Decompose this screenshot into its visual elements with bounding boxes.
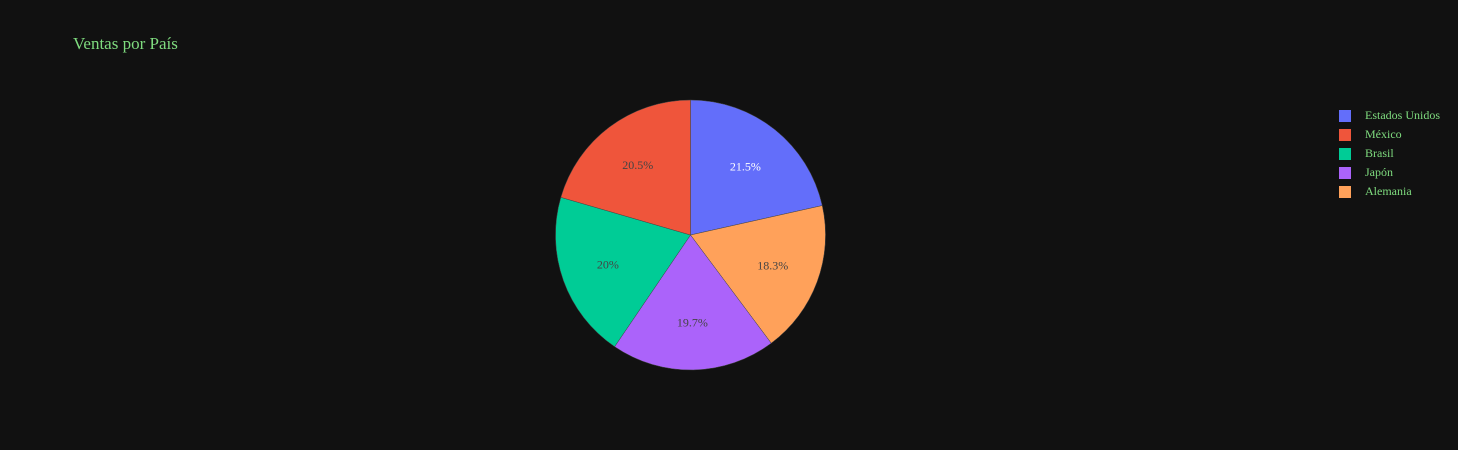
legend-swatch: [1339, 147, 1351, 160]
legend: Estados Unidos México Brasil Japón Alema…: [1339, 106, 1440, 201]
legend-item-mexico[interactable]: México: [1339, 125, 1440, 144]
legend-item-alemania[interactable]: Alemania: [1339, 182, 1440, 201]
legend-swatch: [1339, 166, 1351, 179]
slice-percent-label: 21.5%: [730, 160, 761, 174]
slice-percent-label: 18.3%: [757, 259, 788, 273]
legend-label: México: [1365, 127, 1402, 141]
legend-swatch: [1339, 128, 1351, 141]
legend-item-estados-unidos[interactable]: Estados Unidos: [1339, 106, 1440, 125]
legend-label: Estados Unidos: [1365, 108, 1440, 122]
chart-title: Ventas por País: [73, 34, 178, 53]
legend-label: Brasil: [1365, 146, 1394, 160]
pie-slice-brasil[interactable]: [555, 197, 691, 348]
slice-percent-label: 19.7%: [677, 316, 708, 330]
slice-percent-label: 20.5%: [622, 158, 653, 172]
legend-label: Alemania: [1365, 184, 1412, 198]
pie-slice-alemania[interactable]: [690, 205, 826, 344]
pie-slice-labels: 21.5% 18.3% 19.7% 20% 20.5%: [597, 158, 788, 330]
pie-slice-mexico[interactable]: [560, 99, 691, 236]
legend-swatch: [1339, 185, 1351, 198]
pie-slice-japon[interactable]: [614, 234, 772, 371]
legend-item-japon[interactable]: Japón: [1339, 163, 1440, 182]
slice-percent-label: 20%: [597, 258, 619, 272]
legend-swatch: [1339, 109, 1351, 122]
pie-slice-estados-unidos[interactable]: [690, 99, 823, 236]
pie-slices: [555, 99, 826, 371]
legend-item-brasil[interactable]: Brasil: [1339, 144, 1440, 163]
legend-label: Japón: [1365, 165, 1393, 179]
